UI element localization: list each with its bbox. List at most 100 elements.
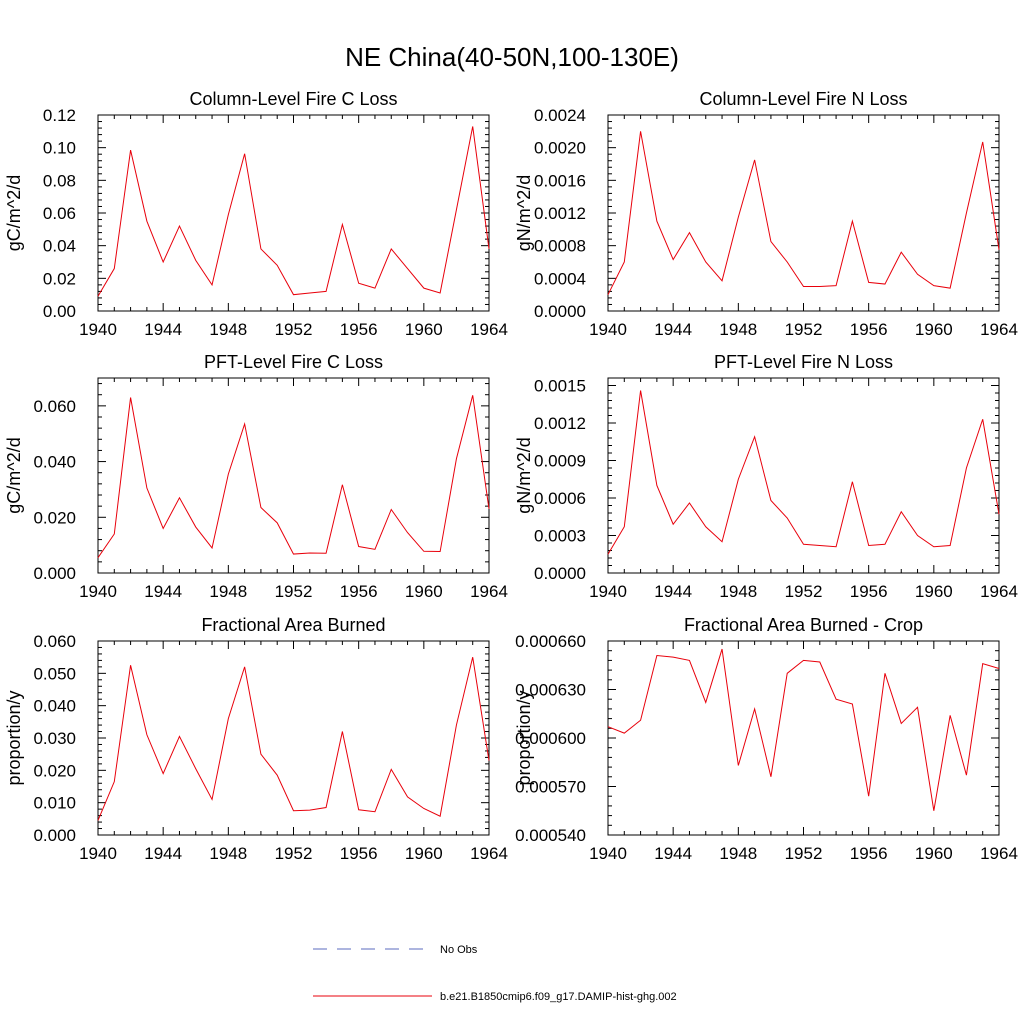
legend: No Obs b.e21.B1850cmip6.f09_g17.DAMIP-hi… (313, 944, 677, 1003)
y-axis-label: proportion/y (4, 690, 24, 785)
y-tick-label: 0.0004 (534, 269, 586, 288)
y-tick-label: 0.08 (43, 171, 76, 190)
y-tick-label: 0.04 (43, 237, 76, 256)
x-tick-label: 1952 (275, 844, 313, 863)
legend-label-model: b.e21.B1850cmip6.f09_g17.DAMIP-hist-ghg.… (440, 991, 677, 1003)
y-axis-label: gN/m^2/d (514, 437, 534, 513)
x-tick-label: 1952 (275, 320, 313, 339)
y-tick-label: 0.10 (43, 139, 76, 158)
x-tick-label: 1960 (405, 844, 443, 863)
y-tick-label: 0.050 (33, 664, 76, 683)
y-tick-label: 0.040 (33, 453, 76, 472)
x-tick-label: 1960 (915, 844, 953, 863)
y-axis-label: gC/m^2/d (4, 437, 24, 513)
x-tick-label: 1960 (405, 582, 443, 601)
x-tick-label: 1956 (340, 582, 378, 601)
panel-title: Fractional Area Burned (201, 615, 385, 635)
y-tick-label: 0.0000 (534, 564, 586, 583)
x-tick-label: 1948 (209, 582, 247, 601)
x-tick-label: 1964 (470, 844, 508, 863)
x-tick-label: 1956 (340, 844, 378, 863)
x-tick-label: 1948 (719, 844, 757, 863)
x-tick-label: 1940 (79, 320, 117, 339)
y-tick-label: 0.0003 (534, 527, 586, 546)
chart-panel-1: Column-Level Fire C Loss gC/m^2/d 1940 1944… (4, 89, 508, 339)
y-tick-label: 0.02 (43, 269, 76, 288)
series-line (607, 390, 1000, 555)
x-tick-label: 1948 (719, 582, 757, 601)
y-tick-label: 0.060 (33, 397, 76, 416)
plot-frame (97, 377, 490, 574)
chart-panel-6: Fractional Area Burned - Crop proportion/… (514, 615, 1018, 863)
y-axis-label: gC/m^2/d (4, 175, 24, 251)
legend-label-no-obs: No Obs (440, 944, 478, 956)
y-tick-label: 0.12 (43, 106, 76, 125)
x-tick-label: 1964 (980, 844, 1018, 863)
x-tick-label: 1960 (915, 582, 953, 601)
y-tick-label: 0.0012 (534, 204, 586, 223)
series-line (97, 657, 490, 821)
x-tick-label: 1956 (850, 320, 888, 339)
panel-title: Column-Level Fire C Loss (189, 89, 397, 109)
x-tick-label: 1960 (405, 320, 443, 339)
y-tick-label: 0.06 (43, 204, 76, 223)
chart-panel-5: Fractional Area Burned proportion/y 1940 19… (4, 615, 508, 863)
x-tick-label: 1952 (785, 582, 823, 601)
x-tick-label: 1944 (144, 582, 182, 601)
chart-panels: Column-Level Fire C Loss gC/m^2/d 1940 1944… (4, 89, 1018, 863)
x-tick-label: 1944 (654, 320, 692, 339)
x-tick-label: 1940 (79, 582, 117, 601)
y-tick-label: 0.060 (33, 632, 76, 651)
x-tick-label: 1944 (654, 582, 692, 601)
x-tick-label: 1948 (209, 320, 247, 339)
y-tick-label: 0.020 (33, 761, 76, 780)
y-tick-label: 0.000570 (515, 778, 586, 797)
y-tick-label: 0.0000 (534, 302, 586, 321)
x-tick-label: 1956 (850, 844, 888, 863)
panel-title: Fractional Area Burned - Crop (684, 615, 923, 635)
chart-panel-2: Column-Level Fire N Loss gN/m^2/d 1940 1944… (514, 89, 1018, 339)
y-tick-label: 0.0020 (534, 139, 586, 158)
y-tick-label: 0.0024 (534, 106, 586, 125)
x-tick-label: 1964 (470, 582, 508, 601)
y-tick-label: 0.0016 (534, 171, 586, 190)
y-axis-label: gN/m^2/d (514, 175, 534, 251)
x-tick-label: 1956 (340, 320, 378, 339)
y-tick-label: 0.0015 (534, 377, 586, 396)
y-tick-label: 0.030 (33, 729, 76, 748)
x-tick-label: 1952 (275, 582, 313, 601)
y-axis-label: proportion/y (514, 690, 534, 785)
x-tick-label: 1944 (144, 320, 182, 339)
y-tick-label: 0.000 (33, 826, 76, 845)
x-tick-label: 1948 (209, 844, 247, 863)
series-line (607, 131, 1000, 295)
plot-frame (97, 114, 490, 312)
y-tick-label: 0.000600 (515, 729, 586, 748)
plot-frame (97, 640, 490, 836)
series-line (97, 126, 490, 297)
plot-frame (607, 640, 1000, 836)
x-tick-label: 1960 (915, 320, 953, 339)
y-tick-label: 0.000660 (515, 632, 586, 651)
x-tick-label: 1948 (719, 320, 757, 339)
figure-title: NE China(40-50N,100-130E) (345, 42, 679, 72)
x-tick-label: 1952 (785, 320, 823, 339)
x-tick-label: 1964 (470, 320, 508, 339)
y-tick-label: 0.020 (33, 508, 76, 527)
y-tick-label: 0.040 (33, 697, 76, 716)
chart-panel-3: PFT-Level Fire C Loss gC/m^2/d 1940 1944 194… (4, 352, 508, 601)
x-tick-label: 1952 (785, 844, 823, 863)
chart-panel-4: PFT-Level Fire N Loss gN/m^2/d 1940 1944 194… (514, 352, 1018, 601)
panel-title: PFT-Level Fire N Loss (714, 352, 893, 372)
x-tick-label: 1940 (589, 582, 627, 601)
x-tick-label: 1940 (79, 844, 117, 863)
plot-frame (607, 114, 1000, 312)
x-tick-label: 1940 (589, 320, 627, 339)
x-tick-label: 1944 (144, 844, 182, 863)
panel-title: PFT-Level Fire C Loss (204, 352, 383, 372)
x-tick-label: 1964 (980, 582, 1018, 601)
y-tick-label: 0.0008 (534, 237, 586, 256)
y-tick-label: 0.000630 (515, 681, 586, 700)
y-tick-label: 0.000540 (515, 826, 586, 845)
